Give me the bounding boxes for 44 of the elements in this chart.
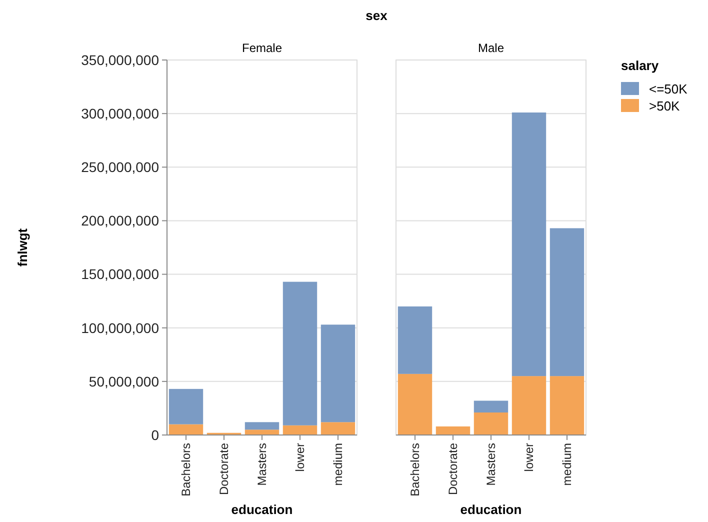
x-tick-label: medium [560, 443, 574, 486]
legend-label: >50K [649, 98, 680, 114]
x-tick-label: Bachelors [179, 443, 194, 496]
y-tick-label: 350,000,000 [81, 52, 160, 68]
bar [320, 324, 356, 422]
y-tick-label: 150,000,000 [81, 266, 160, 282]
x-tick-label: Doctorate [446, 442, 460, 496]
y-tick-label: 100,000,000 [81, 320, 160, 336]
y-tick-label: 300,000,000 [81, 105, 160, 122]
text: sex [366, 8, 388, 23]
x-tick-label: Masters [255, 443, 270, 486]
y-axis-title: fnlwgt [15, 228, 30, 267]
bar [282, 425, 318, 435]
x-axis-title: education [231, 502, 293, 517]
x-tick-label: Doctorate [217, 442, 232, 496]
x-tick-label: lower [293, 443, 308, 472]
bar [474, 400, 508, 412]
x-tick-label: medium [331, 443, 346, 486]
bar [550, 228, 584, 376]
bar [398, 374, 432, 435]
y-tick-label: 50,000,000 [88, 373, 160, 390]
x-axis-title: education [460, 502, 522, 517]
bar [282, 282, 318, 426]
bar [474, 412, 508, 435]
bar [244, 422, 280, 430]
legend-label: <=50K [649, 82, 688, 97]
bar [168, 424, 204, 435]
x-tick-label: lower [522, 443, 536, 472]
bar [320, 422, 356, 435]
bar [244, 430, 280, 435]
y-tick-label: 250,000,000 [81, 159, 160, 176]
chart-title: Male [478, 41, 504, 55]
y-tick-label: 0 [151, 426, 160, 443]
bar [550, 376, 584, 435]
bar [168, 388, 204, 424]
bar [436, 426, 470, 435]
legend-title: salary [621, 58, 660, 73]
x-tick-label: Bachelors [408, 443, 422, 496]
bar [398, 306, 432, 374]
chart-title: Female [242, 41, 282, 55]
bar [512, 112, 546, 376]
bar [512, 376, 546, 435]
x-tick-label: Masters [484, 443, 498, 486]
y-tick-label: 200,000,000 [81, 212, 160, 229]
